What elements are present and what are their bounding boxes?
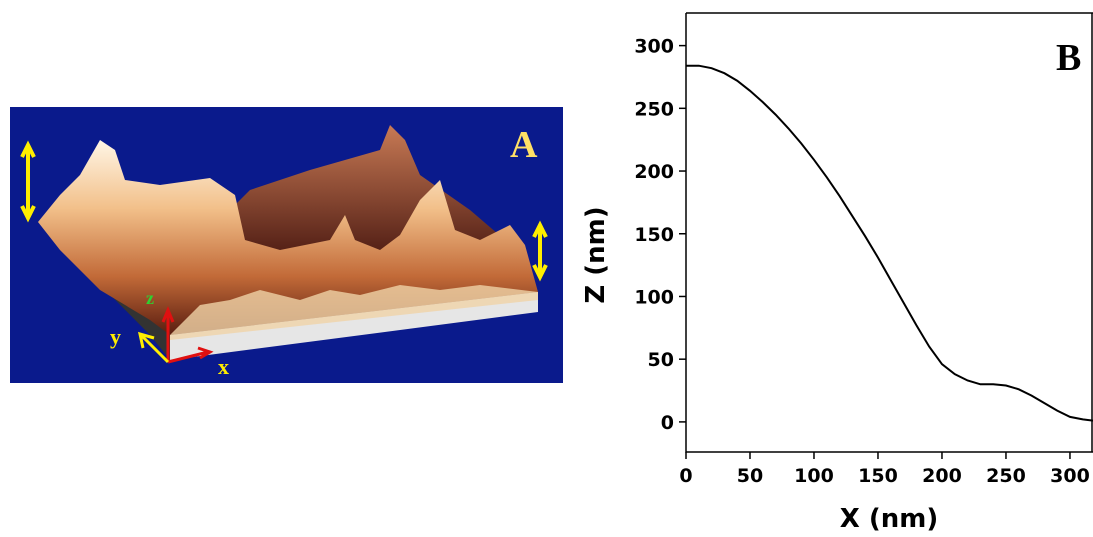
x-tick-label: 0	[679, 465, 692, 487]
x-axis-title: X (nm)	[840, 504, 938, 534]
x-tick-label: 200	[922, 465, 962, 487]
y-tick-label: 0	[661, 412, 674, 434]
y-tick-label: 250	[634, 98, 674, 120]
x-tick-label: 100	[794, 465, 834, 487]
y-tick-label: 50	[648, 349, 674, 371]
panel-label: A	[510, 124, 538, 166]
panel-label: B	[1056, 37, 1081, 79]
x-tick-label: 50	[737, 465, 763, 487]
axis-label: x	[218, 354, 229, 379]
x-tick-label: 250	[986, 465, 1026, 487]
axis-label: y	[110, 324, 121, 349]
figure: A x y z B X (nm) Z (nm) 0 50 100 150 200 250 3…	[0, 0, 1093, 537]
panel-b: B X (nm) Z (nm) 0 50 100 150 200 250 300 0 50 100…	[581, 13, 1093, 534]
plot-frame	[686, 13, 1093, 452]
y-tick-label: 300	[634, 36, 674, 58]
y-tick-label: 100	[634, 286, 674, 308]
x-tick-label: 300	[1050, 465, 1090, 487]
y-axis-title: Z (nm)	[581, 206, 611, 303]
data-line	[686, 66, 1093, 421]
y-tick-label: 150	[634, 224, 674, 246]
panel-a: A x y z	[10, 107, 563, 383]
y-tick-label: 200	[634, 161, 674, 183]
axis-label: z	[146, 288, 154, 308]
x-tick-label: 150	[858, 465, 898, 487]
